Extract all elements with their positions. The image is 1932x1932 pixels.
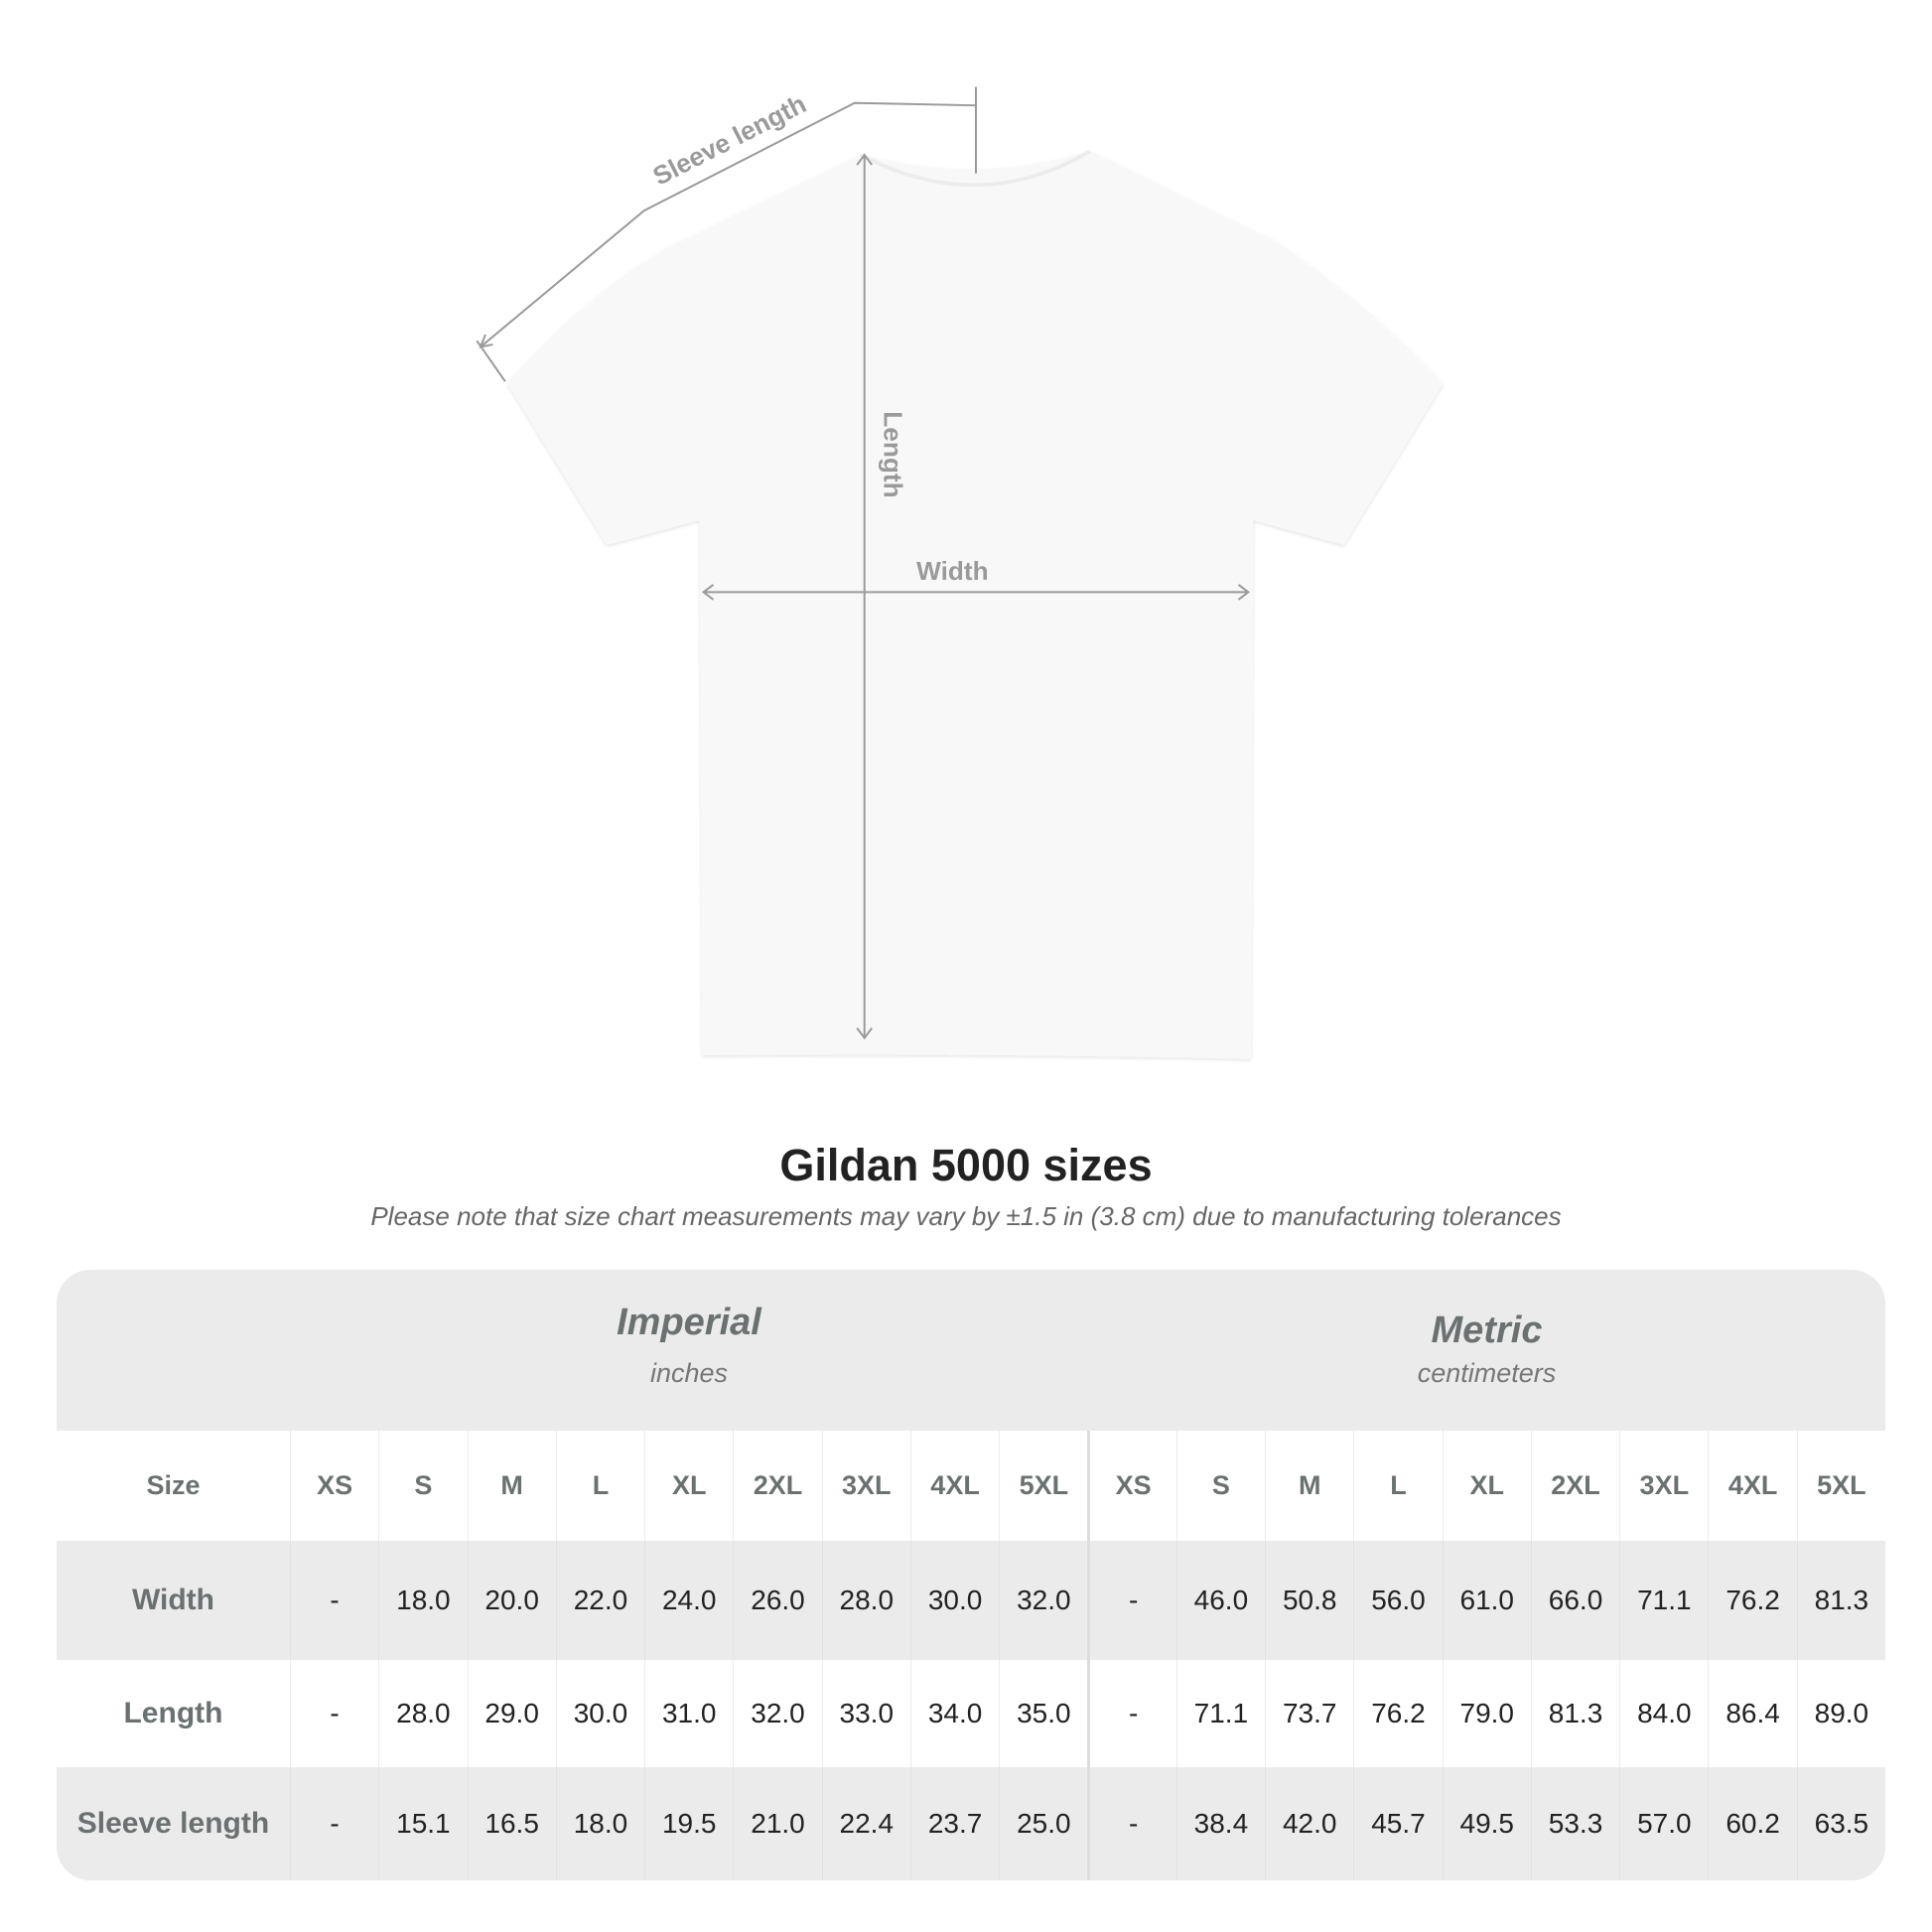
metric-value-cell: 56.0 [1353,1541,1442,1660]
metric-value-cell: 60.2 [1708,1767,1796,1880]
imperial-value-cell: 23.7 [909,1767,999,1880]
imperial-value-cell: 18.0 [555,1767,644,1880]
metric-title: Metric [1431,1310,1543,1351]
imperial-value-cell: 22.4 [821,1767,910,1880]
metric-unit: centimeters [1417,1358,1557,1388]
imperial-value-cell: 15.1 [378,1767,467,1880]
size-header-label: Size [146,1470,201,1500]
imperial-value-cell: 32.0 [733,1660,821,1767]
metric-value-cell: 84.0 [1619,1660,1708,1767]
size-header-imperial: 2XL [733,1431,821,1541]
imperial-value-cell: 24.0 [644,1541,733,1660]
metric-value-cell: 66.0 [1530,1541,1619,1660]
size-header-imperial: 5XL [999,1431,1087,1541]
metric-value-cell: 45.7 [1353,1767,1442,1880]
imperial-value-cell: 22.0 [555,1541,644,1660]
metric-value-cell: 46.0 [1175,1541,1265,1660]
metric-value-cell: 86.4 [1708,1660,1796,1767]
metric-value-cell: 61.0 [1442,1541,1531,1660]
metric-value-cell: 73.7 [1265,1660,1353,1767]
metric-value-cell: 71.1 [1619,1541,1708,1660]
metric-value-cell: - [1087,1767,1175,1880]
length-label: Length [879,411,908,497]
metric-value-cell: - [1087,1660,1175,1767]
tshirt-diagram: Sleeve length Length Width [476,86,1444,1059]
size-header-imperial: XS [289,1431,378,1541]
row-label: Length [123,1697,223,1729]
metric-group: Metric centimeters [1088,1310,1885,1389]
size-header-imperial: M [467,1431,556,1541]
row-label: Sleeve length [76,1807,270,1840]
imperial-group: Imperial inches [290,1302,1088,1389]
imperial-value-cell: - [289,1660,378,1767]
metric-value-cell: 81.3 [1796,1541,1885,1660]
tshirt-shape [507,151,1444,1059]
size-header-metric: M [1265,1431,1353,1541]
imperial-value-cell: 30.0 [555,1660,644,1767]
tolerance-note: Please note that size chart measurements… [370,1201,1562,1231]
metric-value-cell: 71.1 [1175,1660,1265,1767]
table-row: Length -28.0 29.0 30.0 31.0 32.0 33.0 34.0 35.0-… [57,1660,1885,1767]
page-title: Gildan 5000 sizes [779,1140,1153,1190]
imperial-value-cell: 25.0 [999,1767,1087,1880]
size-table: Imperial inches Metric centimeters Size X… [57,1270,1885,1880]
imperial-value-cell: 21.0 [733,1767,821,1880]
imperial-value-cell: 16.5 [467,1767,556,1880]
imperial-value-cell: 28.0 [378,1660,467,1767]
size-header-metric: 2XL [1530,1431,1619,1541]
size-header-imperial: S [378,1431,467,1541]
width-label: Width [916,556,988,586]
imperial-value-cell: 33.0 [821,1660,910,1767]
table-row: Width -18.0 20.0 22.0 24.0 26.0 28.0 30.0 32.0-4… [57,1541,1885,1660]
imperial-value-cell: 20.0 [467,1541,556,1660]
size-header-metric: L [1353,1431,1442,1541]
imperial-value-cell: - [289,1767,378,1880]
imperial-value-cell: 19.5 [644,1767,733,1880]
size-header-metric: 3XL [1619,1431,1708,1541]
imperial-value-cell: 18.0 [378,1541,467,1660]
size-header-imperial: 3XL [821,1431,910,1541]
metric-value-cell: 50.8 [1265,1541,1353,1660]
imperial-value-cell: 35.0 [999,1660,1087,1767]
imperial-value-cell: 32.0 [999,1541,1087,1660]
imperial-value-cell: 34.0 [909,1660,999,1767]
measure-lines [476,86,1251,1040]
metric-value-cell: 42.0 [1265,1767,1353,1880]
metric-value-cell: - [1087,1541,1175,1660]
metric-value-cell: 76.2 [1353,1660,1442,1767]
row-label: Width [131,1584,214,1616]
size-header-metric: 5XL [1796,1431,1885,1541]
imperial-value-cell: 29.0 [467,1660,556,1767]
metric-value-cell: 63.5 [1796,1767,1885,1880]
imperial-unit: inches [649,1358,729,1388]
collar [860,149,1091,188]
imperial-value-cell: 28.0 [821,1541,910,1660]
imperial-value-cell: 31.0 [644,1660,733,1767]
metric-value-cell: 53.3 [1530,1767,1619,1880]
metric-value-cell: 57.0 [1619,1767,1708,1880]
imperial-value-cell: 30.0 [909,1541,999,1660]
metric-value-cell: 89.0 [1796,1660,1885,1767]
imperial-value-cell: 26.0 [733,1541,821,1660]
sleeve-line [480,101,976,348]
size-header-row: Size XS S M L XL 2XL 3XL 4XL 5XL XS S M L XL 2XL 3XL 4XL 5… [57,1431,1885,1541]
metric-value-cell: 76.2 [1708,1541,1796,1660]
imperial-value-cell: - [289,1541,378,1660]
metric-value-cell: 49.5 [1442,1767,1531,1880]
size-header-metric: XS [1087,1431,1175,1541]
size-header-imperial: 4XL [909,1431,999,1541]
size-header-imperial: L [555,1431,644,1541]
metric-value-cell: 79.0 [1442,1660,1531,1767]
sleeve-length-label: Sleeve length [648,88,811,191]
size-header-metric: XL [1442,1431,1531,1541]
size-header-metric: S [1175,1431,1265,1541]
size-header-metric: 4XL [1708,1431,1796,1541]
size-header-imperial: XL [644,1431,733,1541]
table-row: Sleeve length -15.1 16.5 18.0 19.5 21.0 22.4 23… [57,1767,1885,1880]
metric-value-cell: 38.4 [1175,1767,1265,1880]
metric-value-cell: 81.3 [1530,1660,1619,1767]
imperial-title: Imperial [617,1302,761,1343]
